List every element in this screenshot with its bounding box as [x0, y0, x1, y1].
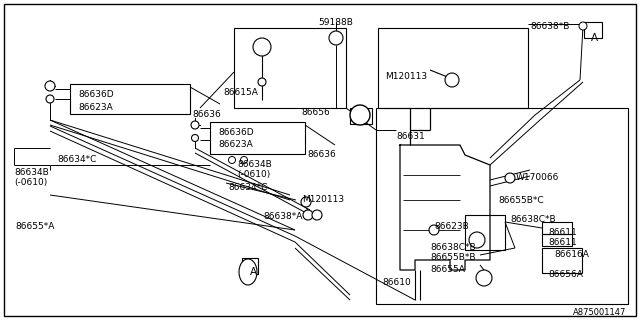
Text: 86636D: 86636D — [78, 90, 114, 99]
Circle shape — [241, 156, 248, 164]
Text: 86634*C: 86634*C — [57, 155, 97, 164]
Bar — [465, 215, 505, 250]
Circle shape — [429, 225, 439, 235]
Circle shape — [301, 197, 311, 207]
Bar — [350, 108, 372, 124]
Circle shape — [579, 22, 587, 30]
Text: 86638C*B: 86638C*B — [430, 243, 476, 252]
Text: 86655B*B: 86655B*B — [430, 253, 476, 262]
Text: 59188B: 59188B — [319, 18, 353, 27]
Text: 86615A: 86615A — [223, 88, 258, 97]
Bar — [542, 222, 572, 234]
Text: (-0610): (-0610) — [14, 178, 47, 187]
Circle shape — [476, 270, 492, 286]
Text: 86610: 86610 — [382, 278, 411, 287]
Text: 86623A: 86623A — [218, 140, 253, 149]
Circle shape — [303, 210, 313, 220]
Circle shape — [191, 134, 198, 141]
Circle shape — [469, 232, 485, 248]
Bar — [70, 84, 190, 114]
Text: 86636D: 86636D — [218, 128, 253, 137]
Circle shape — [191, 121, 199, 129]
Circle shape — [312, 210, 322, 220]
Circle shape — [228, 156, 236, 164]
Text: 86611: 86611 — [548, 228, 577, 237]
Text: A: A — [591, 33, 598, 43]
Text: 86623B: 86623B — [434, 222, 468, 231]
Text: 86656A: 86656A — [548, 270, 583, 279]
Text: 86655B*C: 86655B*C — [498, 196, 543, 205]
Bar — [378, 28, 528, 108]
Text: M120113: M120113 — [385, 72, 427, 81]
Circle shape — [505, 173, 515, 183]
Bar — [542, 234, 572, 246]
Circle shape — [46, 95, 54, 103]
Text: 86634B: 86634B — [237, 160, 272, 169]
Bar — [376, 108, 628, 304]
Bar — [542, 248, 582, 273]
Circle shape — [445, 73, 459, 87]
Bar — [210, 122, 305, 154]
Circle shape — [329, 31, 343, 45]
Text: 86655*A: 86655*A — [15, 222, 54, 231]
Text: W170066: W170066 — [516, 173, 559, 182]
Text: 86631: 86631 — [396, 132, 425, 141]
Text: 86634B: 86634B — [14, 168, 49, 177]
Circle shape — [350, 105, 370, 125]
Text: A: A — [250, 267, 257, 277]
Text: 86636: 86636 — [307, 150, 336, 159]
Bar — [242, 258, 258, 274]
Text: 86655A: 86655A — [430, 265, 465, 274]
Text: A875001147: A875001147 — [573, 308, 626, 317]
Circle shape — [253, 38, 271, 56]
Text: 86638*B: 86638*B — [530, 22, 570, 31]
Text: 86638C*B: 86638C*B — [510, 215, 556, 224]
Text: 86636: 86636 — [192, 110, 221, 119]
Text: 86656: 86656 — [301, 108, 330, 117]
Text: 86623A: 86623A — [78, 103, 113, 112]
Circle shape — [45, 81, 55, 91]
Circle shape — [258, 78, 266, 86]
Bar — [584, 22, 602, 38]
Text: 86611: 86611 — [548, 238, 577, 247]
Ellipse shape — [239, 259, 257, 285]
Text: 86634*C: 86634*C — [228, 183, 268, 192]
Text: M120113: M120113 — [302, 195, 344, 204]
Text: 86616A: 86616A — [554, 250, 589, 259]
Text: 86638*A: 86638*A — [263, 212, 302, 221]
Bar — [234, 28, 346, 108]
Text: (-0610): (-0610) — [237, 170, 270, 179]
